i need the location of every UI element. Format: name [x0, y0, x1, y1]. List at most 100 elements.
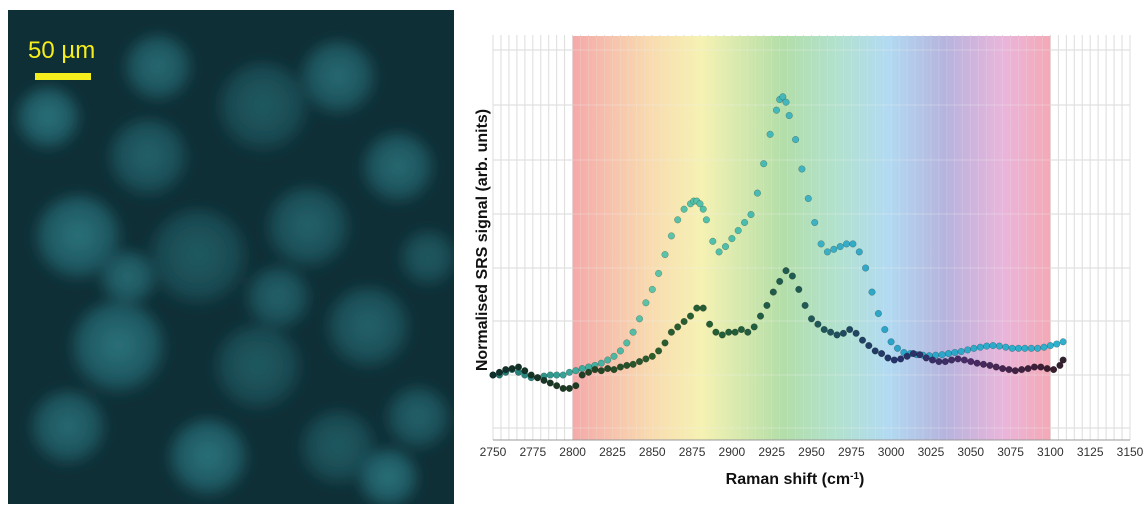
micrograph-image: 50 µm	[8, 10, 454, 504]
data-point	[734, 226, 742, 235]
data-point	[1040, 343, 1048, 351]
cell	[32, 194, 124, 286]
data-point	[741, 218, 749, 227]
data-point	[565, 384, 573, 392]
cell	[244, 266, 312, 334]
data-point	[772, 106, 781, 114]
data-point	[862, 264, 870, 272]
data-point	[769, 288, 777, 296]
data-point	[979, 360, 988, 368]
data-point	[489, 371, 497, 379]
data-point	[801, 301, 809, 309]
data-point	[699, 205, 707, 213]
data-point	[635, 358, 644, 366]
data-point	[1037, 363, 1045, 371]
data-point	[897, 355, 905, 363]
spectral-band	[572, 36, 1051, 440]
data-point	[785, 111, 793, 120]
data-point	[1002, 343, 1010, 351]
data-point	[865, 342, 873, 350]
x-tick-label: 2925	[758, 445, 785, 459]
data-point	[686, 312, 695, 320]
data-point	[648, 352, 656, 360]
data-point	[893, 344, 902, 352]
x-tick-label: 3125	[1077, 445, 1104, 459]
data-point	[546, 379, 554, 387]
x-tick-label: 3075	[997, 445, 1024, 459]
data-point	[642, 299, 650, 307]
data-point	[986, 361, 994, 369]
x-tick-labels: 2750 2775 2800 2825 2850 2875 2900 2925 2950 2975…	[480, 445, 1144, 459]
data-point	[1059, 356, 1067, 364]
data-point	[928, 356, 937, 364]
data-point	[881, 325, 889, 334]
x-tick-label: 3025	[918, 445, 945, 459]
data-point	[623, 361, 631, 369]
data-point	[553, 371, 561, 379]
data-point	[534, 374, 542, 382]
x-tick-label: 2900	[719, 445, 746, 459]
data-point	[578, 365, 586, 373]
data-point	[999, 365, 1007, 373]
data-point	[495, 368, 503, 376]
data-point	[916, 351, 924, 359]
data-point	[935, 358, 943, 366]
data-point	[718, 331, 726, 339]
data-point	[766, 130, 774, 138]
data-point	[823, 248, 831, 256]
cell	[122, 34, 194, 106]
data-point	[747, 210, 755, 219]
data-point	[1050, 366, 1058, 374]
x-tick-label: 2800	[559, 445, 586, 459]
data-point	[989, 342, 997, 350]
cell	[106, 118, 190, 202]
data-point	[976, 343, 984, 351]
data-point	[585, 368, 593, 376]
data-point	[728, 235, 736, 243]
data-point	[1011, 367, 1019, 375]
data-point	[842, 240, 851, 248]
data-point	[756, 312, 765, 320]
cell	[146, 208, 250, 312]
data-point	[1014, 344, 1023, 352]
data-point	[604, 365, 612, 373]
cell	[324, 286, 412, 374]
y-axis-title: Normalised SRS signal (arb. units)	[474, 109, 491, 371]
data-point	[938, 351, 946, 359]
data-point	[1053, 340, 1061, 348]
data-point	[508, 365, 516, 373]
data-point	[514, 363, 523, 371]
x-tick-label: 3150	[1117, 445, 1144, 459]
data-point	[852, 329, 860, 337]
data-point	[846, 325, 854, 334]
data-point	[610, 352, 618, 360]
data-point	[817, 240, 825, 248]
data-point	[1005, 366, 1013, 374]
data-point	[1027, 344, 1035, 352]
cell	[398, 230, 454, 290]
cell-cluster	[14, 34, 454, 504]
data-point	[909, 350, 917, 358]
data-point	[839, 329, 847, 337]
data-point	[798, 165, 806, 173]
x-tick-label: 2750	[480, 445, 507, 459]
cell	[360, 132, 436, 208]
data-point	[964, 346, 972, 354]
data-point	[855, 248, 863, 256]
data-point	[957, 347, 965, 356]
data-point	[995, 342, 1003, 350]
x-tick-label: 2850	[639, 445, 666, 459]
data-point	[623, 339, 631, 347]
data-point	[970, 344, 978, 352]
data-point	[820, 325, 828, 334]
data-point	[750, 323, 758, 331]
cell	[264, 186, 352, 274]
data-point	[527, 371, 535, 379]
series-2	[489, 267, 1067, 392]
data-point	[1059, 338, 1067, 346]
data-point	[693, 304, 701, 312]
data-point	[763, 301, 771, 309]
data-point	[944, 350, 953, 358]
data-point	[804, 194, 812, 203]
data-point	[887, 338, 895, 346]
